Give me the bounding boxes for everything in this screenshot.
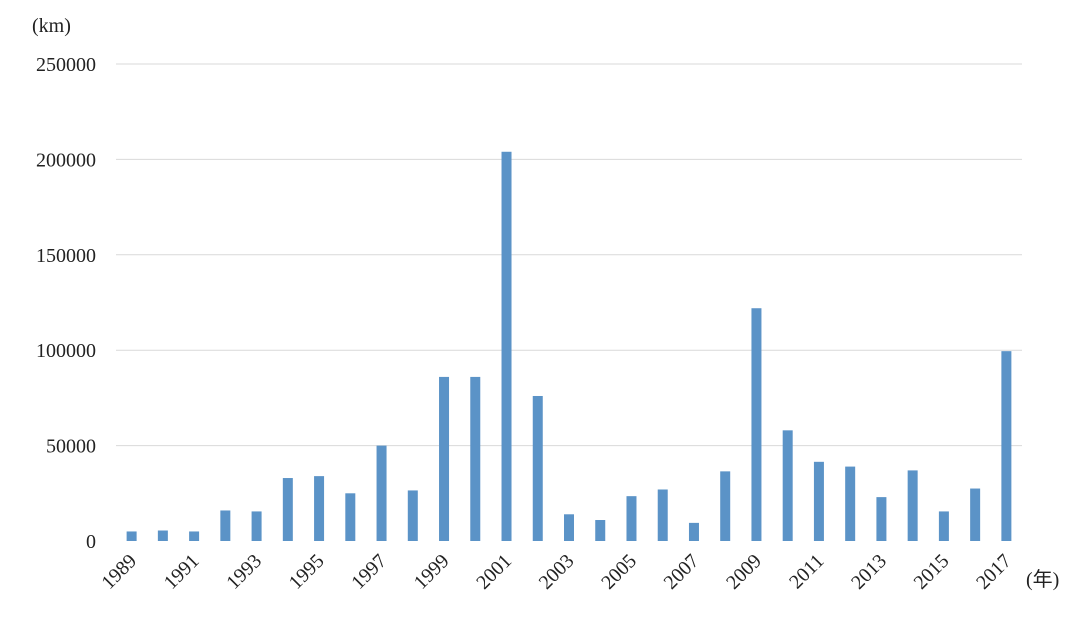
x-axis-ticks: 1989 1991 1993 1995 1997 1999 2001 2003 2005 2007… bbox=[97, 550, 1016, 594]
bar-2003 bbox=[564, 514, 574, 541]
y-tick-label: 0 bbox=[86, 531, 96, 553]
bar-2004 bbox=[595, 520, 606, 541]
bar-2013 bbox=[876, 497, 887, 541]
bar-2011 bbox=[813, 461, 824, 541]
bar-1990 bbox=[157, 530, 168, 541]
bar-2002 bbox=[532, 395, 543, 541]
bar-1997 bbox=[376, 445, 387, 541]
bar-2007 bbox=[688, 522, 699, 541]
bar-2014 bbox=[907, 470, 918, 541]
x-tick-label: 1991 bbox=[160, 550, 204, 594]
bar-2009 bbox=[751, 308, 762, 541]
x-tick-label: 1997 bbox=[347, 550, 391, 594]
x-tick-label: 2005 bbox=[597, 550, 641, 594]
y-tick-label: 100000 bbox=[36, 340, 96, 362]
x-tick-label: 1993 bbox=[222, 550, 266, 594]
x-tick-label: 2003 bbox=[535, 550, 579, 594]
x-tick-label: 2007 bbox=[660, 550, 704, 594]
x-tick-label: 2011 bbox=[785, 550, 828, 593]
bar-2010 bbox=[782, 430, 793, 541]
bar-1999 bbox=[439, 376, 450, 541]
bar-2017 bbox=[1001, 351, 1012, 541]
bar-2016 bbox=[970, 488, 981, 541]
bar-2000 bbox=[470, 376, 481, 541]
bar-1991 bbox=[189, 531, 200, 541]
bar-1996 bbox=[345, 493, 356, 541]
bar-2008 bbox=[720, 471, 731, 541]
y-tick-label: 150000 bbox=[36, 245, 96, 267]
bar-1989 bbox=[126, 531, 137, 541]
bar-2001 bbox=[501, 151, 512, 541]
y-tick-label: 250000 bbox=[36, 54, 96, 76]
bar-1994 bbox=[282, 478, 293, 541]
bar-2012 bbox=[845, 466, 856, 541]
y-axis-unit-label: (km) bbox=[32, 15, 71, 37]
y-axis-ticks: 0 50000 100000 150000 200000 250000 bbox=[36, 54, 96, 553]
bar-2006 bbox=[657, 489, 668, 541]
bar-1998 bbox=[407, 490, 418, 541]
bar-1992 bbox=[220, 510, 231, 541]
x-tick-label: 2017 bbox=[972, 550, 1016, 594]
x-tick-label: 1995 bbox=[285, 550, 329, 594]
y-tick-label: 50000 bbox=[46, 436, 96, 458]
x-tick-label: 1999 bbox=[410, 550, 454, 594]
x-tick-label: 2013 bbox=[847, 550, 891, 594]
x-tick-label: 2015 bbox=[910, 550, 954, 594]
x-tick-label: 2001 bbox=[472, 550, 516, 594]
y-tick-label: 200000 bbox=[36, 149, 96, 171]
x-axis-unit-label: (年) bbox=[1026, 568, 1059, 591]
bar-1993 bbox=[251, 511, 262, 541]
x-tick-label: 2009 bbox=[722, 550, 766, 594]
bar-1995 bbox=[314, 476, 325, 541]
bars bbox=[126, 151, 1012, 541]
x-tick-label: 1989 bbox=[97, 550, 141, 594]
gridlines bbox=[116, 63, 1022, 447]
bar-2015 bbox=[938, 511, 949, 541]
bar-2005 bbox=[626, 496, 637, 541]
